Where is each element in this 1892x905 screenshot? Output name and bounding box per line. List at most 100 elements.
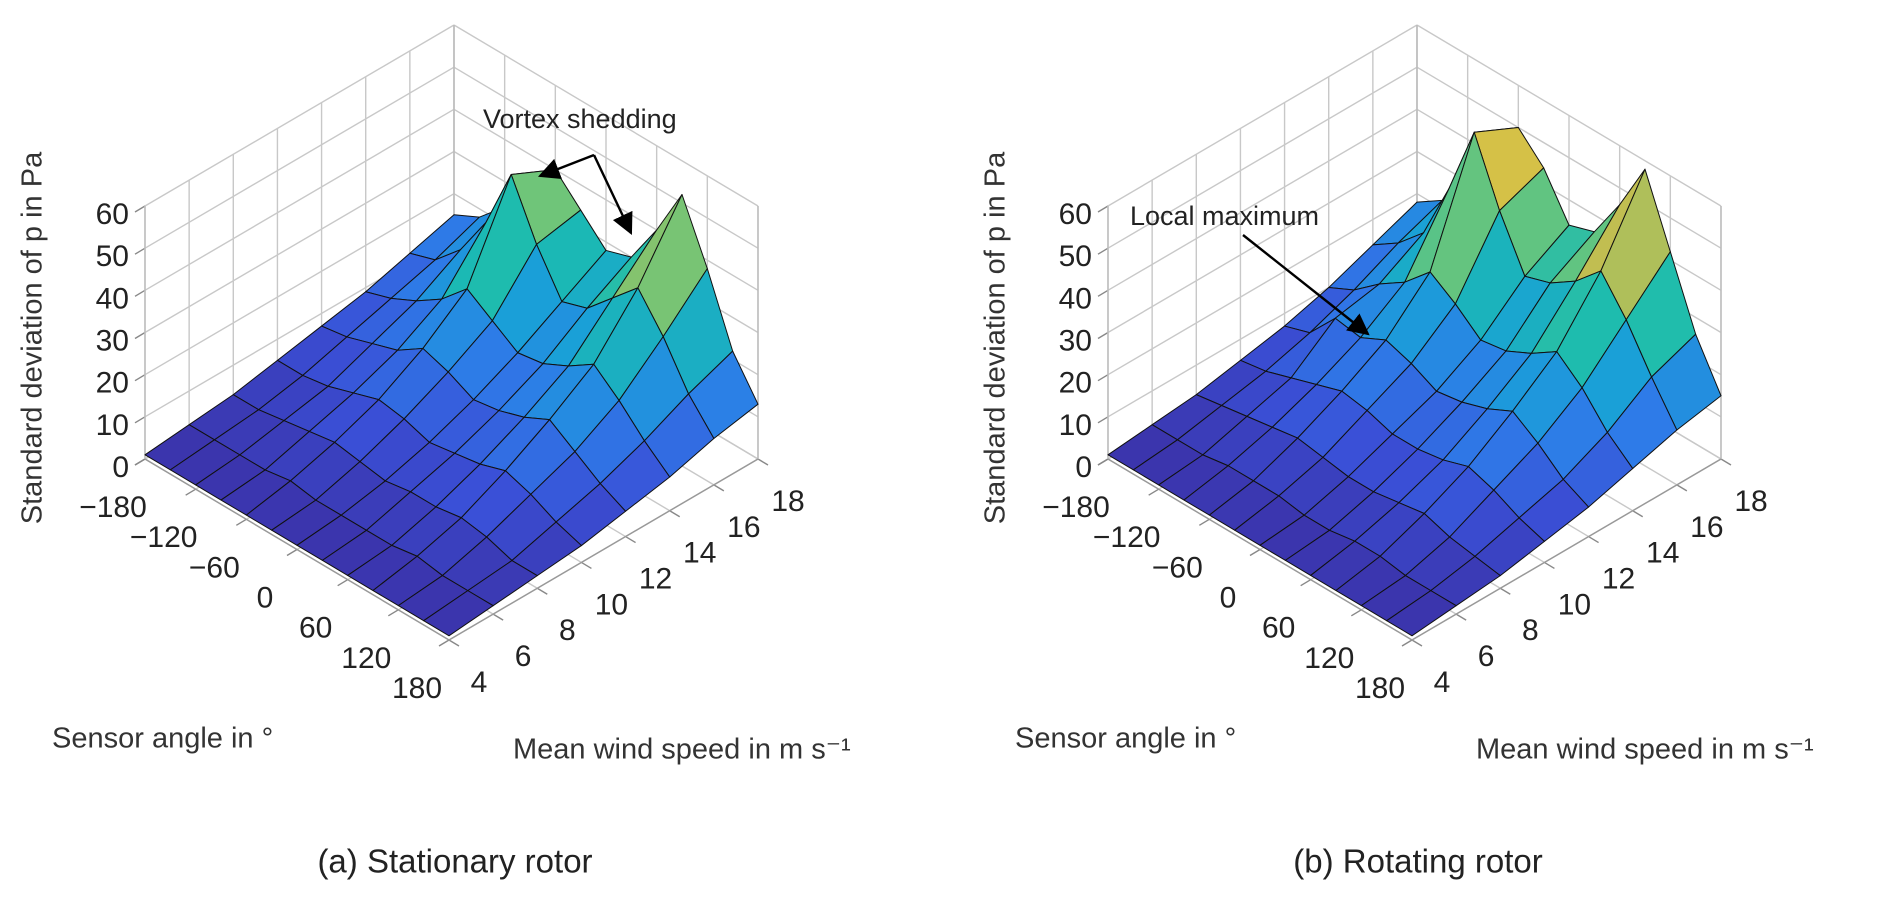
- y-tick-label: 12: [1602, 562, 1635, 595]
- x-tick-label: 60: [1262, 612, 1295, 645]
- grid-line: [1107, 24, 1418, 207]
- tick-mark: [1097, 331, 1109, 340]
- y-axis-label: Mean wind speed in m s⁻¹: [513, 734, 851, 766]
- tick-mark: [713, 484, 725, 492]
- tick-mark: [1401, 639, 1413, 647]
- tick-mark: [1198, 518, 1210, 526]
- z-tick-label: 50: [1059, 240, 1092, 273]
- tick-mark: [134, 247, 146, 255]
- z-axis-label: Standard deviation of p in Pa: [17, 151, 49, 524]
- grid-line: [1107, 193, 1418, 376]
- grid-line: [1107, 66, 1418, 249]
- tick-mark: [134, 205, 146, 213]
- tick-mark: [134, 331, 146, 340]
- tick-mark: [1455, 613, 1467, 621]
- z-tick-label: 40: [96, 282, 129, 315]
- panel: 0 10 20 30 40 50 60 468 10 12 14 16 18 −180−120−60 0 60…: [980, 24, 1814, 880]
- annotation-arrow: [537, 153, 595, 180]
- tick-mark: [757, 458, 769, 466]
- caption: (b) Rotating rotor: [1293, 843, 1542, 880]
- y-tick-label: 14: [683, 537, 716, 570]
- y-tick-label: 4: [1434, 666, 1451, 699]
- x-tick-label: −60: [189, 551, 240, 584]
- z-tick-label: 50: [96, 240, 129, 273]
- grid-line: [144, 24, 455, 207]
- tick-mark: [1097, 416, 1109, 424]
- grid-line: [144, 108, 455, 291]
- tick-mark: [134, 458, 146, 466]
- y-tick-label: 18: [1734, 485, 1767, 518]
- x-tick-label: −120: [130, 521, 198, 554]
- z-tick-label: 60: [1059, 198, 1092, 231]
- y-tick-label: 10: [595, 588, 628, 621]
- z-tick-label: 10: [1059, 409, 1092, 442]
- grid-line: [1107, 150, 1418, 334]
- x-tick-label: −60: [1152, 551, 1203, 584]
- y-tick-label: 10: [1558, 588, 1591, 621]
- tick-mark: [134, 374, 146, 382]
- tick-mark: [286, 548, 298, 557]
- tick-mark: [669, 510, 681, 518]
- x-tick-label: 0: [1220, 581, 1237, 614]
- tick-mark: [1097, 247, 1109, 255]
- y-tick-label: 18: [771, 485, 804, 518]
- box-edge: [1411, 458, 1722, 641]
- tick-mark: [1720, 458, 1732, 466]
- box-edge: [1107, 458, 1413, 641]
- tick-mark: [1097, 458, 1109, 466]
- x-tick-label: 60: [299, 612, 332, 645]
- tick-mark: [1097, 289, 1109, 297]
- annotation-arrow: [592, 154, 633, 235]
- tick-mark: [337, 579, 349, 587]
- y-axis-label: Mean wind speed in m s⁻¹: [1476, 734, 1814, 766]
- y-tick-label: 16: [1690, 511, 1723, 544]
- tick-mark: [1588, 535, 1599, 544]
- tick-mark: [438, 639, 450, 647]
- grid-line: [144, 66, 455, 249]
- tick-mark: [134, 416, 146, 424]
- tick-mark: [581, 561, 592, 570]
- annotation: Local maximum: [1130, 201, 1319, 231]
- grid-line: [144, 193, 455, 376]
- tick-mark: [1544, 561, 1555, 570]
- tick-mark: [1097, 205, 1109, 213]
- z-tick-label: 30: [1059, 324, 1092, 357]
- grid-line: [1107, 108, 1418, 291]
- caption: (a) Stationary rotor: [317, 843, 592, 880]
- x-tick-label: 120: [1304, 642, 1354, 675]
- z-tick-label: 20: [1059, 367, 1092, 400]
- tick-mark: [1249, 548, 1261, 557]
- tick-mark: [1411, 639, 1423, 647]
- tick-mark: [1097, 374, 1109, 382]
- tick-mark: [492, 613, 504, 621]
- grid-line: [144, 150, 455, 334]
- x-tick-label: −120: [1093, 521, 1161, 554]
- y-tick-label: 6: [515, 640, 532, 673]
- tick-mark: [625, 535, 636, 544]
- x-tick-label: 180: [1355, 672, 1405, 705]
- x-tick-label: 0: [257, 581, 274, 614]
- x-tick-label: 120: [341, 642, 391, 675]
- y-tick-label: 8: [1522, 614, 1539, 647]
- y-tick-label: 12: [639, 562, 672, 595]
- tick-mark: [1499, 587, 1511, 595]
- z-tick-label: 0: [1075, 451, 1092, 484]
- z-tick-label: 20: [96, 367, 129, 400]
- tick-mark: [1300, 579, 1312, 587]
- tick-mark: [1676, 484, 1688, 492]
- x-tick-label: −180: [1042, 491, 1110, 524]
- box-edge: [144, 458, 450, 641]
- z-tick-label: 60: [96, 198, 129, 231]
- tick-mark: [448, 639, 460, 647]
- annotation-arrow: [1242, 234, 1370, 336]
- surface-patch: [1386, 590, 1457, 637]
- z-tick-label: 10: [96, 409, 129, 442]
- z-tick-label: 30: [96, 324, 129, 357]
- tick-mark: [536, 587, 548, 595]
- tick-mark: [235, 518, 247, 526]
- y-tick-label: 16: [727, 511, 760, 544]
- y-tick-label: 4: [471, 666, 488, 699]
- x-axis-label: Sensor angle in °: [52, 723, 273, 755]
- tick-mark: [1350, 609, 1362, 617]
